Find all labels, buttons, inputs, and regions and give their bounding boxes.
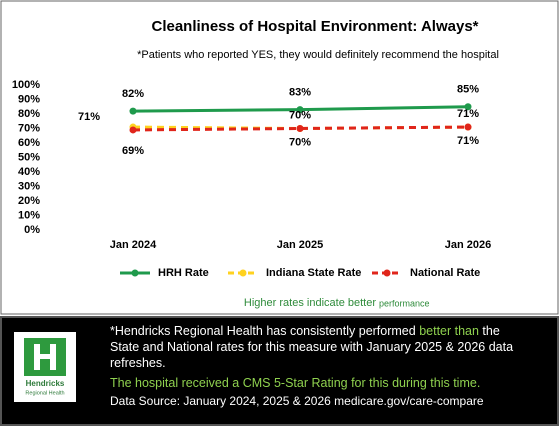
- series-line: [132, 125, 469, 132]
- text: the State and National rates for this me…: [110, 324, 514, 370]
- highlight: better than: [419, 324, 479, 338]
- y-tick-label: 60%: [18, 137, 40, 149]
- legend-label: National Rate: [410, 267, 480, 279]
- legend-label: HRH Rate: [158, 267, 209, 279]
- chart: Cleanliness of Hospital Environment: Alw…: [0, 0, 559, 315]
- data-label: 71%: [78, 111, 100, 123]
- data-point: [296, 106, 304, 114]
- logo-subname: Regional Health: [25, 390, 64, 396]
- paragraph: *Hendricks Regional Health has consisten…: [110, 323, 530, 371]
- logo: Hendricks Regional Health: [14, 332, 76, 402]
- legend-marker: [239, 269, 247, 277]
- source: Data Source: January 2024, 2025 & 2026 m…: [110, 394, 484, 408]
- y-tick-label: 0%: [24, 224, 40, 236]
- data-label: 70%: [289, 136, 311, 148]
- legend-marker: [131, 269, 139, 277]
- logo-h: [34, 344, 56, 370]
- footer-text: *Hendricks Regional Health has consisten…: [110, 323, 530, 409]
- y-tick-label: 80%: [18, 108, 40, 120]
- data-point: [129, 107, 137, 115]
- y-tick-label: 100%: [12, 79, 40, 91]
- legend-label: Indiana State Rate: [266, 267, 361, 279]
- x-tick-label: Jan 2025: [277, 239, 323, 251]
- y-tick-label: 30%: [18, 180, 40, 192]
- chart-subtitle: *Patients who reported YES, they would d…: [137, 49, 499, 61]
- data-point: [129, 126, 137, 134]
- data-label: 83%: [289, 87, 311, 99]
- y-tick-label: 70%: [18, 122, 40, 134]
- data-point: [296, 125, 304, 132]
- data-label: 71%: [457, 108, 479, 120]
- text: *Hendricks Regional Health has consisten…: [110, 324, 420, 338]
- data-label: 85%: [457, 84, 479, 96]
- y-tick-label: 20%: [18, 195, 40, 207]
- annotation-small: performance: [379, 298, 430, 308]
- data-label: 70%: [289, 109, 311, 121]
- logo-graphic: Hendricks Regional Health: [24, 338, 66, 396]
- data-point: [464, 103, 472, 111]
- legend-marker: [383, 269, 391, 277]
- x-tick-label: Jan 2024: [110, 239, 157, 251]
- paragraph: The hospital received a CMS 5-Star Ratin…: [110, 376, 481, 390]
- y-tick-label: 10%: [18, 209, 40, 221]
- footer: Hendricks Regional Health *Hendricks Reg…: [0, 316, 559, 426]
- data-point: [464, 123, 472, 131]
- y-tick-label: 40%: [18, 166, 40, 178]
- y-tick-label: 90%: [18, 93, 40, 105]
- data-label: 82%: [122, 88, 144, 100]
- chart-title: Cleanliness of Hospital Environment: Alw…: [151, 18, 478, 35]
- x-tick-label: Jan 2026: [445, 239, 491, 251]
- data-label: 69%: [122, 145, 144, 157]
- y-tick-label: 50%: [18, 151, 40, 163]
- chart-border: [0, 0, 559, 315]
- logo-name: Hendricks: [26, 379, 65, 388]
- data-label: 71%: [457, 135, 479, 147]
- annotation: Higher rates indicate better: [244, 297, 376, 309]
